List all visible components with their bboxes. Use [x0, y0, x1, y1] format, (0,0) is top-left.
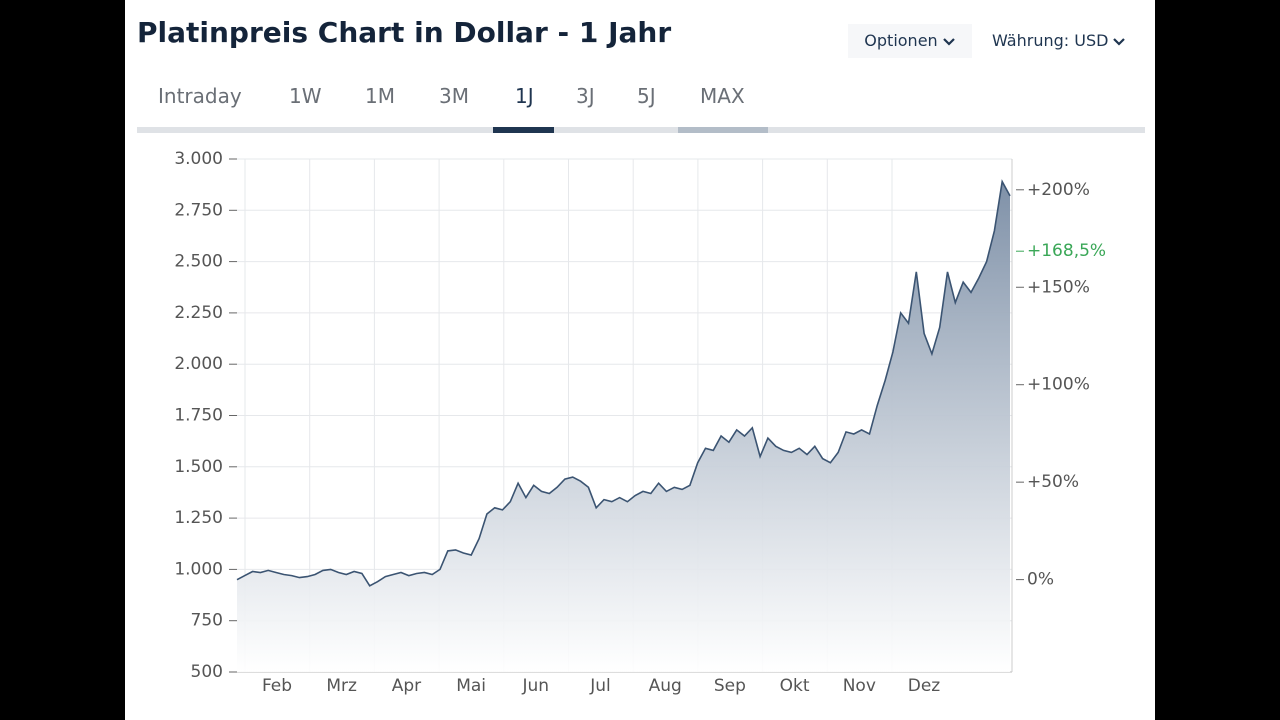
x-tick-label: Jul	[589, 676, 611, 696]
y-tick-label: 2.750	[174, 200, 223, 220]
y-tick-label: 2.500	[174, 252, 223, 272]
area	[237, 181, 1010, 672]
y-tick-label: 3.000	[174, 149, 223, 169]
y-tick-label: 1.750	[174, 406, 223, 426]
tab[interactable]: 3J	[576, 84, 595, 108]
tab[interactable]: 5J	[637, 84, 656, 108]
annotation-label: +168,5%	[1027, 241, 1106, 261]
title: Platinpreis Chart in Dollar - 1 Jahr	[137, 16, 672, 49]
y-tick-label: 750	[191, 611, 223, 631]
tab[interactable]: 1W	[289, 84, 322, 108]
active-tab-indicator	[493, 127, 554, 133]
tab[interactable]: Intraday	[158, 84, 242, 108]
x-tick-label: Jun	[522, 676, 550, 696]
x-tick-label: Aug	[649, 676, 682, 696]
y-tick-label: 1.500	[174, 457, 223, 477]
x-tick-label: Feb	[262, 676, 292, 696]
tab-indicator	[678, 127, 768, 133]
x-tick-label: Apr	[392, 676, 421, 696]
x-tick-label: Nov	[843, 676, 876, 696]
y2-tick-label: +100%	[1027, 375, 1090, 395]
x-tick-label: Okt	[780, 676, 810, 696]
currency-button[interactable]: Währung: USD	[992, 24, 1126, 58]
line	[236, 179, 1011, 587]
options-label: Optionen	[864, 31, 938, 50]
tab-bar	[137, 127, 1145, 133]
y-tick-label: 1.250	[174, 508, 223, 528]
y2-tick-label: +50%	[1027, 472, 1079, 492]
x-tick-label: Dez	[908, 676, 941, 696]
y-tick-label: 2.250	[174, 303, 223, 323]
y2-tick-label: 0%	[1027, 570, 1054, 590]
x-tick-label: Mai	[456, 676, 486, 696]
tab[interactable]: 1M	[365, 84, 395, 108]
x-tick-label: Sep	[714, 676, 746, 696]
tab[interactable]: MAX	[700, 84, 745, 108]
tab[interactable]: 3M	[439, 84, 469, 108]
x-tick-label: Mrz	[326, 676, 357, 696]
y-tick-label: 1.000	[174, 559, 223, 579]
y2-tick-label: +150%	[1027, 277, 1090, 297]
chevron	[942, 37, 955, 46]
y-tick-label: 2.000	[174, 354, 223, 374]
options-button[interactable]: Optionen	[848, 24, 972, 58]
y-tick-label: 500	[191, 662, 223, 682]
tab[interactable]: 1J	[515, 84, 534, 108]
y2-tick-label: +200%	[1027, 180, 1090, 200]
chevron	[1113, 37, 1126, 46]
currency-label: Währung: USD	[992, 31, 1109, 50]
